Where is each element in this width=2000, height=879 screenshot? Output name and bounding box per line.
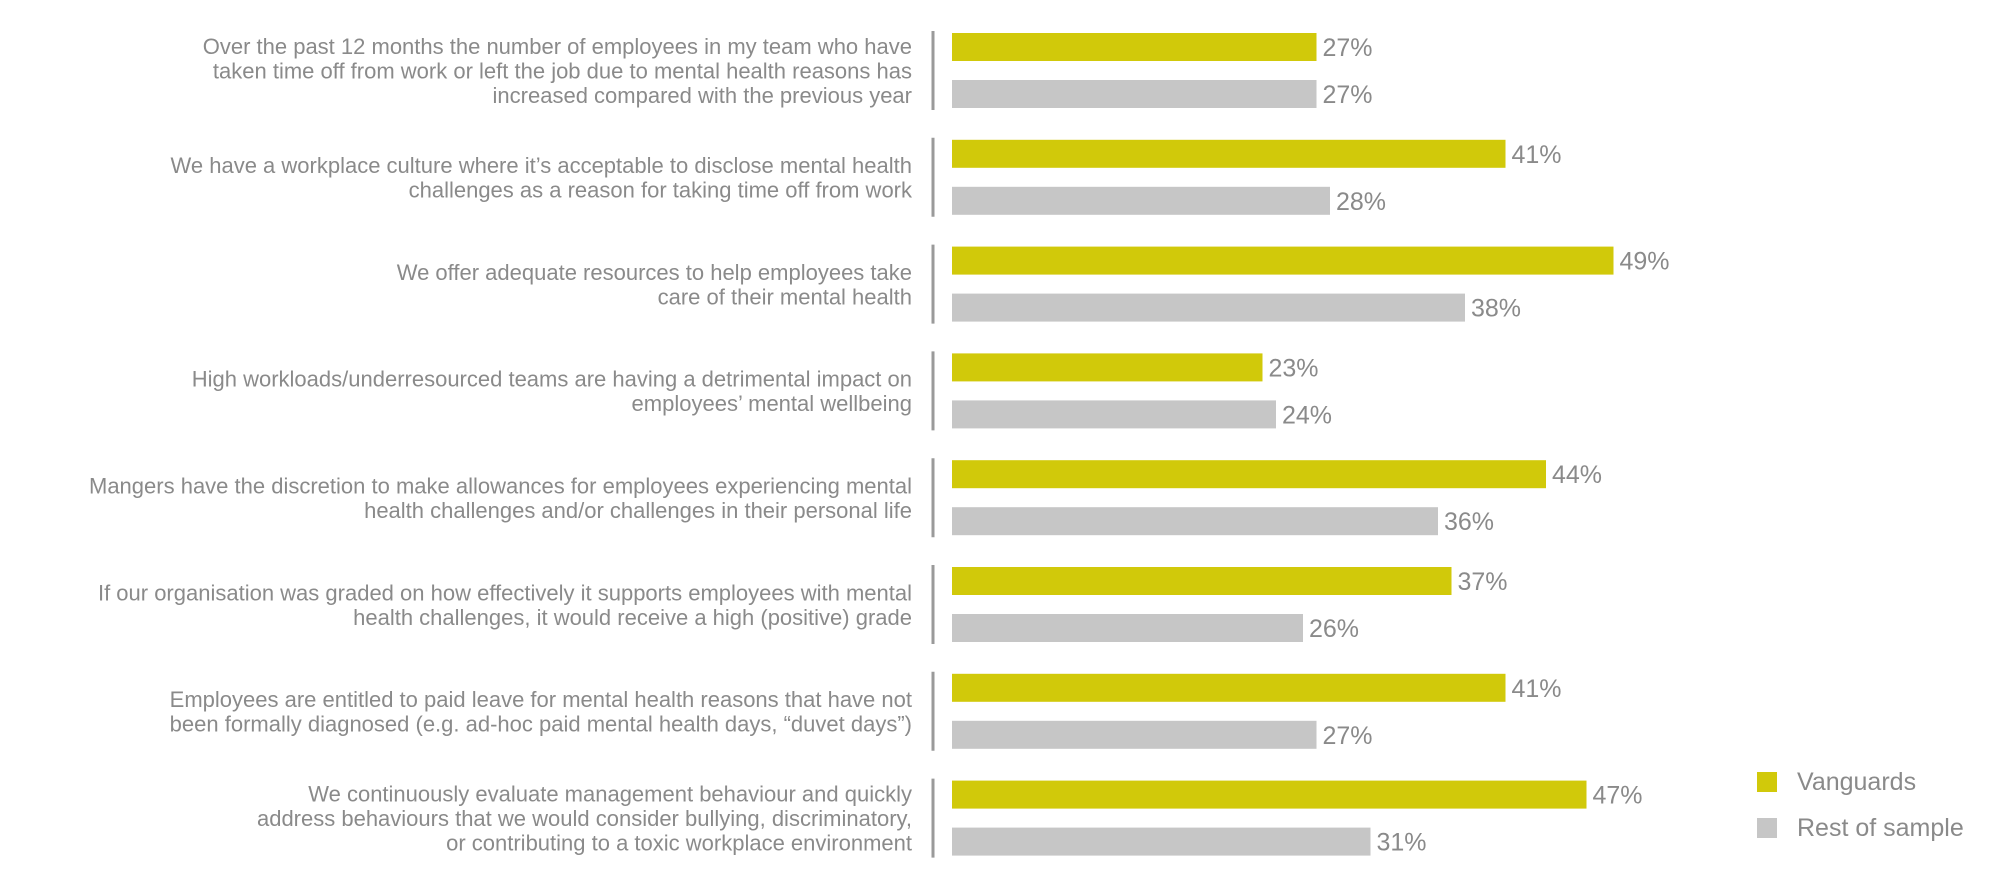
bar-rest-of-sample bbox=[952, 507, 1438, 536]
category-label-line: increased compared with the previous yea… bbox=[493, 83, 912, 108]
category-label: High workloads/underresourced teams are … bbox=[192, 367, 912, 417]
value-label: 36% bbox=[1444, 508, 1494, 536]
value-label: 23% bbox=[1269, 354, 1319, 382]
value-label: 27% bbox=[1323, 722, 1373, 750]
bar-rest-of-sample bbox=[952, 400, 1276, 429]
bar-vanguards bbox=[952, 673, 1506, 702]
bar-vanguards bbox=[952, 353, 1263, 382]
legend: Vanguards Rest of sample bbox=[1757, 768, 1964, 842]
bar-rest-of-sample bbox=[952, 614, 1303, 642]
legend-swatch bbox=[1757, 772, 1777, 792]
value-label: 47% bbox=[1593, 782, 1643, 810]
bar-groups: Over the past 12 months the number of em… bbox=[89, 31, 1670, 858]
value-label: 41% bbox=[1512, 141, 1562, 169]
category-label: Over the past 12 months the number of em… bbox=[203, 34, 912, 108]
bar-rest-of-sample bbox=[952, 293, 1465, 322]
category-label-line: health challenges, it would receive a hi… bbox=[353, 605, 912, 630]
value-label: 31% bbox=[1377, 829, 1427, 857]
bar-vanguards bbox=[952, 460, 1546, 489]
category-label-line: employees’ mental wellbeing bbox=[632, 391, 912, 416]
legend-label: Vanguards bbox=[1797, 768, 1916, 796]
category-label: We have a workplace culture where it’s a… bbox=[171, 153, 913, 203]
bar-vanguards bbox=[952, 139, 1506, 168]
category-group: We continuously evaluate management beha… bbox=[257, 778, 1643, 858]
value-label: 27% bbox=[1323, 34, 1373, 62]
bar-vanguards bbox=[952, 567, 1452, 595]
category-label-line: taken time off from work or left the job… bbox=[213, 59, 912, 84]
category-group: High workloads/underresourced teams are … bbox=[192, 351, 1332, 431]
value-label: 38% bbox=[1471, 295, 1521, 323]
category-group: We have a workplace culture where it’s a… bbox=[171, 137, 1562, 217]
category-label-line: care of their mental health bbox=[658, 284, 912, 309]
bar-vanguards bbox=[952, 246, 1614, 275]
category-label: We offer adequate resources to help empl… bbox=[397, 260, 912, 310]
category-group: Over the past 12 months the number of em… bbox=[203, 31, 1373, 110]
category-label-line: High workloads/underresourced teams are … bbox=[192, 367, 912, 392]
value-label: 24% bbox=[1282, 401, 1332, 429]
category-label: Mangers have the discretion to make allo… bbox=[89, 473, 912, 523]
category-label: Employees are entitled to paid leave for… bbox=[170, 687, 912, 737]
category-label: We continuously evaluate management beha… bbox=[257, 782, 912, 856]
category-label-line: been formally diagnosed (e.g. ad-hoc pai… bbox=[170, 712, 912, 737]
category-group: We offer adequate resources to help empl… bbox=[397, 244, 1670, 324]
value-label: 44% bbox=[1552, 461, 1602, 489]
value-label: 37% bbox=[1458, 568, 1508, 596]
category-group: If our organisation was graded on how ef… bbox=[98, 565, 1508, 644]
category-label-line: Employees are entitled to paid leave for… bbox=[170, 687, 912, 712]
category-label-line: We offer adequate resources to help empl… bbox=[397, 260, 912, 285]
category-label-line: Mangers have the discretion to make allo… bbox=[89, 473, 912, 498]
category-label-line: challenges as a reason for taking time o… bbox=[409, 178, 913, 203]
bar-rest-of-sample bbox=[952, 720, 1317, 749]
category-group: Mangers have the discretion to make allo… bbox=[89, 458, 1602, 538]
legend-label: Rest of sample bbox=[1797, 814, 1964, 842]
category-label-line: We continuously evaluate management beha… bbox=[308, 782, 912, 807]
bar-vanguards bbox=[952, 33, 1317, 61]
bar-vanguards bbox=[952, 780, 1587, 809]
category-group: Employees are entitled to paid leave for… bbox=[170, 671, 1562, 751]
category-label-line: health challenges and/or challenges in t… bbox=[364, 498, 912, 523]
category-label-line: Over the past 12 months the number of em… bbox=[203, 34, 912, 59]
value-label: 27% bbox=[1323, 81, 1373, 109]
value-label: 49% bbox=[1620, 248, 1670, 276]
category-label-line: or contributing to a toxic workplace env… bbox=[446, 831, 912, 856]
value-label: 28% bbox=[1336, 188, 1386, 216]
bar-rest-of-sample bbox=[952, 80, 1317, 108]
value-label: 41% bbox=[1512, 675, 1562, 703]
legend-swatch bbox=[1757, 818, 1777, 838]
value-label: 26% bbox=[1309, 615, 1359, 643]
bar-rest-of-sample bbox=[952, 827, 1371, 856]
category-label-line: If our organisation was graded on how ef… bbox=[98, 580, 912, 605]
bar-rest-of-sample bbox=[952, 186, 1330, 215]
category-label: If our organisation was graded on how ef… bbox=[98, 580, 912, 630]
category-label-line: We have a workplace culture where it’s a… bbox=[171, 153, 912, 178]
category-label-line: address behaviours that we would conside… bbox=[257, 806, 912, 831]
